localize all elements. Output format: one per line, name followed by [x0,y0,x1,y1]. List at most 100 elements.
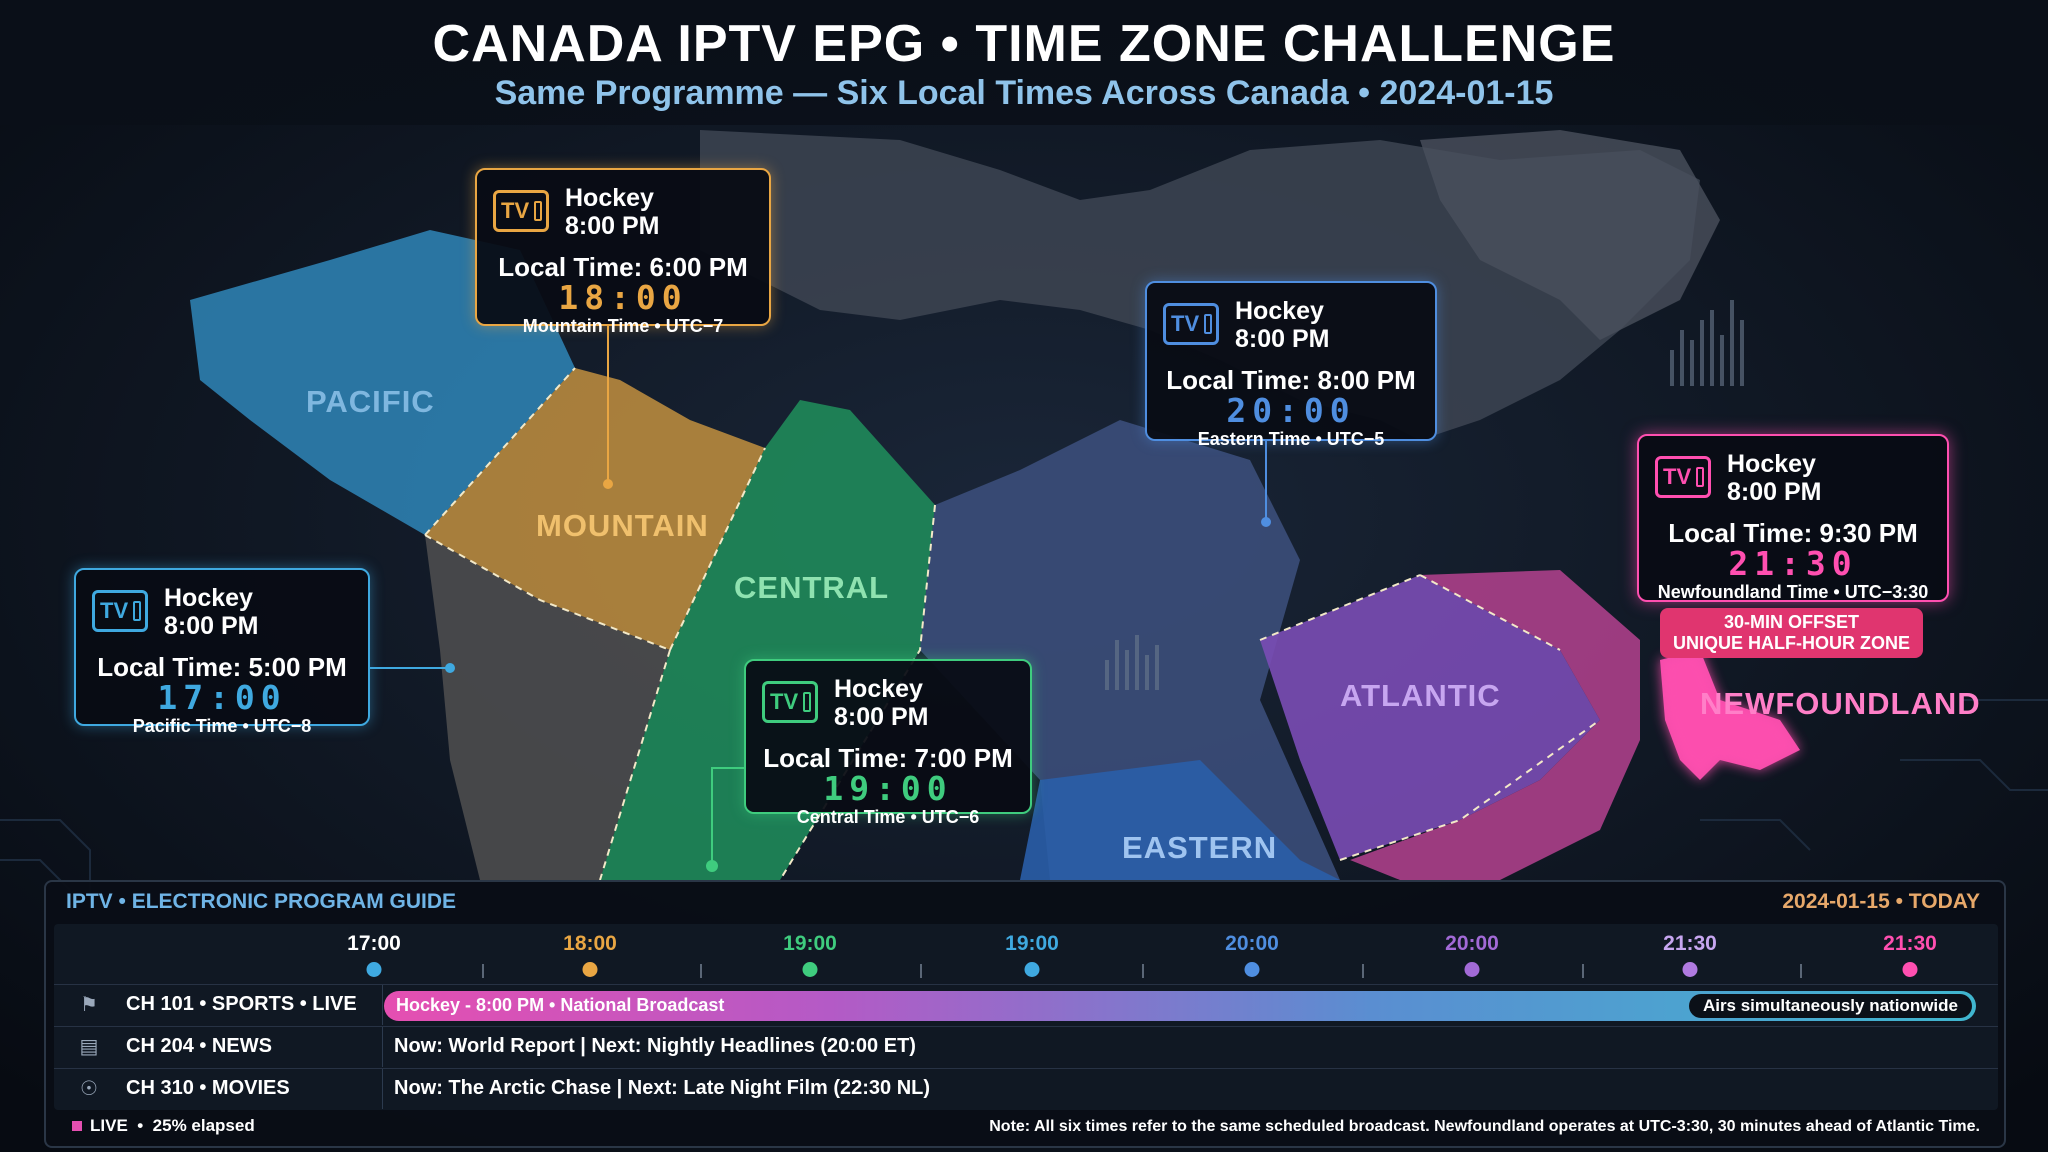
card-local-time: Local Time: 9:30 PM [1668,518,1918,548]
tick-label: 18:00 [563,932,617,955]
card-local-time: Local Time: 7:00 PM [763,743,1013,773]
tick-label: 17:00 [347,932,401,955]
card-digits: 17:00 [157,678,287,717]
card-local-time: Local Time: 6:00 PM [498,252,748,282]
tick-dot [802,962,818,977]
hockey-program-bar[interactable]: Hockey - 8:00 PM • National Broadcast Ai… [384,991,1976,1021]
tick-divider [1800,964,1802,978]
tick-dot [366,962,382,977]
card-mountain[interactable]: TV Hockey 8:00 PM Local Time: 6:00 PM 18… [475,168,771,336]
bc-coast [425,535,670,880]
live-label: LIVE [90,1116,128,1135]
zone-label-mountain: MOUNTAIN [536,508,709,543]
sports-icon: ⚑ [80,994,98,1016]
card-timezone: Pacific Time • UTC−8 [132,716,312,736]
epg-row-news[interactable]: ▤ CH 204 • NEWS Now: World Report | Next… [54,1026,1998,1067]
tv-icon: TV [1163,303,1219,345]
card-local-time: Local Time: 5:00 PM [97,652,347,682]
tick-label: 21:30 [1663,932,1717,955]
news-icon: ▤ [79,1036,99,1058]
greenland [1420,130,1720,340]
card-timezone: Central Time • UTC−6 [796,807,980,827]
card-scheduled: 8:00 PM [834,703,929,731]
page-title: CANADA IPTV EPG • TIME ZONE CHALLENGE [432,15,1616,73]
header: CANADA IPTV EPG • TIME ZONE CHALLENGE Sa… [0,0,2048,125]
tick-divider [1142,964,1144,978]
zone-label-newfoundland: NEWFOUNDLAND [1700,686,1981,721]
tick-dot [1464,962,1480,977]
card-digits: 21:30 [1728,544,1858,583]
tv-icon: TV [1655,456,1711,498]
tick-label: 19:00 [783,932,837,955]
card-local-time: Local Time: 8:00 PM [1166,365,1416,395]
row-channel: CH 204 • NEWS [126,1035,272,1057]
movies-icon: ☉ [80,1078,98,1100]
zone-eastern [920,420,1340,880]
row-divider [382,1069,383,1109]
card-program: Hockey [1727,450,1816,478]
card-timezone: Eastern Time • UTC−5 [1197,429,1385,449]
live-status: LIVE • 25% elapsed [72,1116,255,1136]
epg-row-movies[interactable]: ☉ CH 310 • MOVIES Now: The Arctic Chase … [54,1068,1998,1109]
tv-icon: TV [92,590,148,632]
zone-label-atlantic: ATLANTIC [1340,678,1501,713]
card-scheduled: 8:00 PM [1235,325,1330,353]
card-program: Hockey [1235,297,1324,325]
tick-dot [582,962,598,977]
elapsed-label: 25% elapsed [152,1116,255,1135]
offset-badge-line1: 30-MIN OFFSET [1723,612,1859,632]
row-divider [382,1027,383,1067]
decor-bars [1105,300,1744,690]
card-connectors [370,326,1271,872]
tick-divider [700,964,702,978]
epg-row-sports[interactable]: ⚑ CH 101 • SPORTS • LIVE Hockey - 8:00 P… [54,984,1998,1025]
epg-date: 2024-01-15 • TODAY [1782,890,1980,913]
card-newfoundland[interactable]: TV Hockey 8:00 PM Local Time: 9:30 PM 21… [1637,434,1949,602]
row-channel: CH 101 • SPORTS • LIVE [126,993,357,1015]
row-program: Now: The Arctic Chase | Next: Late Night… [394,1077,931,1099]
nationwide-tag: Airs simultaneously nationwide [1688,994,1972,1018]
tv-icon: TV [762,681,818,723]
card-scheduled: 8:00 PM [565,212,660,240]
card-digits: 19:00 [823,769,953,808]
tv-icon: TV [493,190,549,232]
separator-dot: • [132,1116,148,1135]
zone-label-pacific: PACIFIC [306,384,435,419]
tick-dot [1244,962,1260,977]
tick-dot [1902,962,1918,977]
tick-divider [482,964,484,978]
epg-note: Note: All six times refer to the same sc… [989,1118,1980,1135]
card-program: Hockey [164,584,253,612]
card-scheduled: 8:00 PM [164,612,259,640]
zone-newfoundland [1350,570,1640,880]
tick-divider [1582,964,1584,978]
offset-badge: 30-MIN OFFSET UNIQUE HALF-HOUR ZONE [1660,608,1923,658]
row-channel: CH 310 • MOVIES [126,1077,290,1099]
epg-panel: IPTV • ELECTRONIC PROGRAM GUIDE 2024-01-… [44,880,2006,1148]
live-indicator [72,1121,82,1131]
zone-label-central: CENTRAL [734,570,890,605]
card-program: Hockey [834,675,923,703]
card-central[interactable]: TV Hockey 8:00 PM Local Time: 7:00 PM 19… [744,659,1032,827]
tick-dot [1682,962,1698,977]
card-pacific[interactable]: TV Hockey 8:00 PM Local Time: 5:00 PM 17… [74,568,370,736]
card-scheduled: 8:00 PM [1727,478,1822,506]
card-timezone: Newfoundland Time • UTC−3:30 [1657,582,1929,602]
card-digits: 18:00 [558,278,688,317]
zone-mountain [425,368,765,650]
offset-badge-line2: UNIQUE HALF-HOUR ZONE [1673,633,1910,653]
tick-label: 20:00 [1445,932,1499,955]
tick-divider [920,964,922,978]
tick-dot [1024,962,1040,977]
tick-label: 21:30 [1883,932,1937,955]
eastern-south [1020,760,1340,880]
page-subtitle: Same Programme — Six Local Times Across … [494,74,1554,112]
tick-divider [1362,964,1364,978]
card-digits: 20:00 [1226,391,1356,430]
row-program: Now: World Report | Next: Nightly Headli… [394,1035,916,1057]
card-eastern[interactable]: TV Hockey 8:00 PM Local Time: 8:00 PM 20… [1145,281,1437,449]
circuit-lines [0,699,2048,900]
epg-title: IPTV • ELECTRONIC PROGRAM GUIDE [66,890,457,913]
tick-label: 19:00 [1005,932,1059,955]
